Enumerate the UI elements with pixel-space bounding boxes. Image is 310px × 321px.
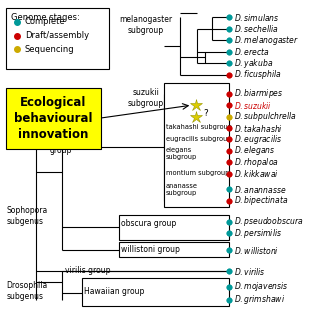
Text: $\it{D.}$$\it{eugracilis}$: $\it{D.}$$\it{eugracilis}$ (234, 133, 282, 146)
Text: Genome stages:: Genome stages: (11, 13, 80, 22)
Text: eugracilis subgroup: eugracilis subgroup (166, 136, 231, 142)
Text: ?: ? (203, 109, 208, 118)
Text: melanogaster
subgroup: melanogaster subgroup (119, 15, 172, 35)
Text: $\it{D.}$$\it{virilis}$: $\it{D.}$$\it{virilis}$ (234, 266, 266, 277)
Text: $\it{D.}$$\it{yakuba}$: $\it{D.}$$\it{yakuba}$ (234, 56, 273, 70)
Text: Ecological
behavioural
innovation: Ecological behavioural innovation (14, 96, 93, 141)
Text: elegans
subgroup: elegans subgroup (166, 147, 197, 160)
Text: $\it{D.}$$\it{kikkawai}$: $\it{D.}$$\it{kikkawai}$ (234, 169, 279, 179)
Text: $\it{D.}$$\it{pseudoobscura}$: $\it{D.}$$\it{pseudoobscura}$ (234, 215, 303, 228)
FancyBboxPatch shape (6, 88, 101, 149)
Text: $\it{D.}$$\it{sechellia}$: $\it{D.}$$\it{sechellia}$ (234, 23, 279, 34)
Bar (119, 215, 229, 239)
Text: obscura group: obscura group (121, 220, 176, 229)
Text: melanogaster
group: melanogaster group (34, 135, 87, 155)
Bar (164, 83, 229, 207)
Text: $\it{D.}$$\it{suzukii}$: $\it{D.}$$\it{suzukii}$ (234, 100, 272, 111)
Text: $\it{D.}$$\it{ficusphila}$: $\it{D.}$$\it{ficusphila}$ (234, 68, 282, 81)
Text: virilis group: virilis group (65, 266, 111, 275)
Text: $\it{D.}$$\it{persimilis}$: $\it{D.}$$\it{persimilis}$ (234, 227, 282, 239)
Text: $\it{D.}$$\it{mojavensis}$: $\it{D.}$$\it{mojavensis}$ (234, 280, 289, 293)
Text: willistoni group: willistoni group (121, 245, 180, 254)
Text: $\it{D.}$$\it{biarmipes}$: $\it{D.}$$\it{biarmipes}$ (234, 87, 283, 100)
Text: suzukii
subgroup: suzukii subgroup (128, 88, 164, 108)
Text: $\it{D.}$$\it{anannasse}$: $\it{D.}$$\it{anannasse}$ (234, 184, 287, 195)
Text: $\it{D.}$$\it{willistoni}$: $\it{D.}$$\it{willistoni}$ (234, 245, 279, 256)
Text: Complete: Complete (25, 17, 65, 26)
Text: Sequencing: Sequencing (25, 45, 74, 54)
Text: Hawaiian group: Hawaiian group (84, 287, 144, 296)
Text: $\it{D.}$$\it{erecta}$: $\it{D.}$$\it{erecta}$ (234, 46, 270, 57)
Text: $\it{D.}$$\it{subpulchrella}$: $\it{D.}$$\it{subpulchrella}$ (234, 110, 297, 123)
Text: Drosophila
subgenus: Drosophila subgenus (6, 282, 47, 301)
Text: $\it{D.}$$\it{melanogaster}$: $\it{D.}$$\it{melanogaster}$ (234, 34, 299, 47)
Text: Sophopora
subgenus: Sophopora subgenus (6, 206, 47, 226)
Text: $\it{D.}$$\it{simulans}$: $\it{D.}$$\it{simulans}$ (234, 12, 280, 23)
Text: takahashi subgroup: takahashi subgroup (166, 124, 232, 130)
Text: montium subgroup: montium subgroup (166, 170, 229, 176)
Text: $\it{D.}$$\it{bipectinata}$: $\it{D.}$$\it{bipectinata}$ (234, 194, 288, 207)
Text: $\it{D.}$$\it{rhopaloa}$: $\it{D.}$$\it{rhopaloa}$ (234, 156, 279, 169)
Text: $\it{D.}$$\it{grimshawi}$: $\it{D.}$$\it{grimshawi}$ (234, 293, 285, 307)
Bar (82, 278, 229, 307)
Bar (119, 242, 229, 257)
FancyBboxPatch shape (6, 8, 108, 69)
Text: $\it{D.}$$\it{takahashi}$: $\it{D.}$$\it{takahashi}$ (234, 123, 283, 134)
Text: $\it{D.}$$\it{elegans}$: $\it{D.}$$\it{elegans}$ (234, 144, 276, 157)
Text: Draft/assembly: Draft/assembly (25, 31, 89, 40)
Text: ananasse
subgroup: ananasse subgroup (166, 183, 198, 196)
